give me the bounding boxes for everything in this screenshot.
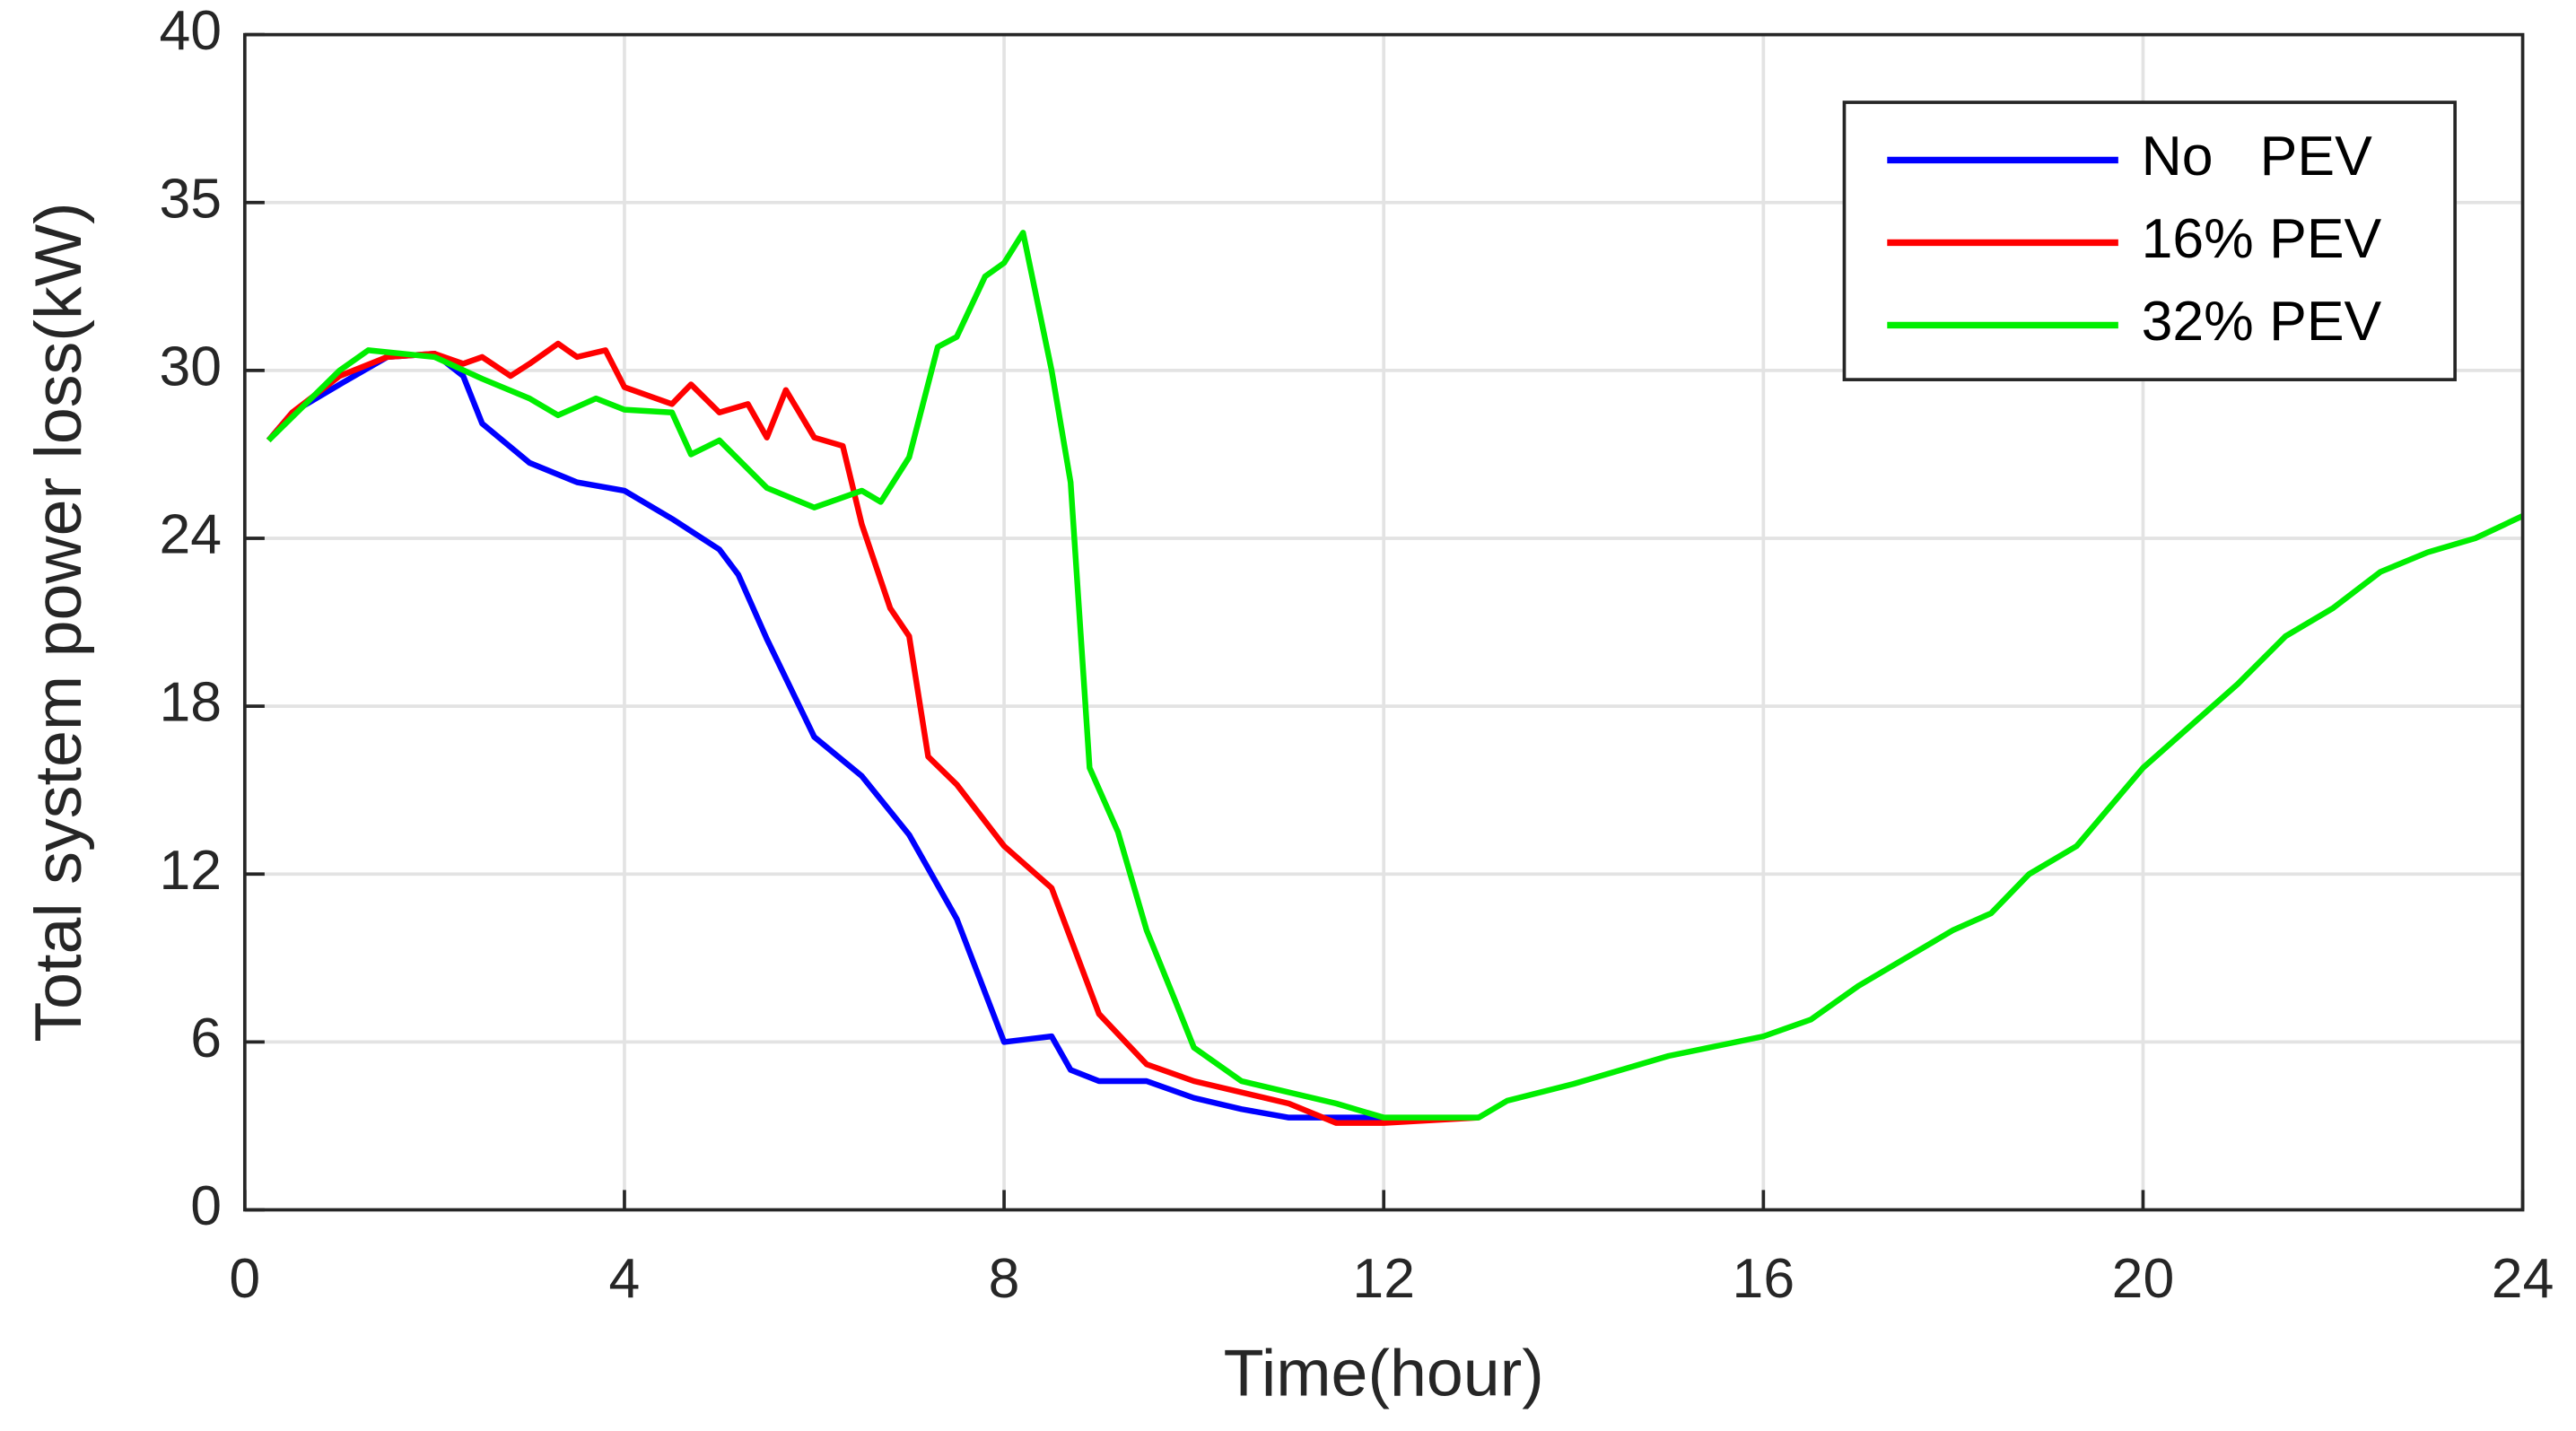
x-tick-label: 16 xyxy=(1733,1247,1795,1310)
y-tick-label: 35 xyxy=(160,167,223,230)
x-tick-label: 4 xyxy=(609,1247,641,1310)
data-line xyxy=(266,340,1480,1126)
data-line xyxy=(266,230,2524,1121)
y-tick-label: 40 xyxy=(160,0,223,62)
x-tick-label: 8 xyxy=(989,1247,1020,1310)
y-tick-label: 6 xyxy=(190,1007,222,1069)
x-tick-label: 20 xyxy=(2112,1247,2175,1310)
y-tick-label: 24 xyxy=(160,503,223,566)
y-tick-label: 0 xyxy=(190,1174,222,1237)
legend-label: 32% PEV xyxy=(2142,290,2382,353)
legend-label: No PEV xyxy=(2142,125,2372,188)
x-tick-label: 12 xyxy=(1352,1247,1415,1310)
y-axis-title: Total system power loss(kW) xyxy=(21,202,95,1042)
legend-label: 16% PEV xyxy=(2142,207,2382,270)
x-tick-label: 24 xyxy=(2492,1247,2554,1310)
y-tick-label: 12 xyxy=(160,839,223,902)
plot-lines xyxy=(266,230,2524,1126)
x-axis-title: Time(hour) xyxy=(1224,1336,1544,1410)
legend: No PEV 16% PEV 32% PEV xyxy=(1842,100,2457,381)
x-tick-label: 0 xyxy=(229,1247,260,1310)
y-tick-label: 30 xyxy=(160,335,223,397)
ticks: 0 4 8 12 16 20 24 0 6 12 18 24 30 35 40 xyxy=(160,0,2554,1310)
y-tick-label: 18 xyxy=(160,671,223,734)
